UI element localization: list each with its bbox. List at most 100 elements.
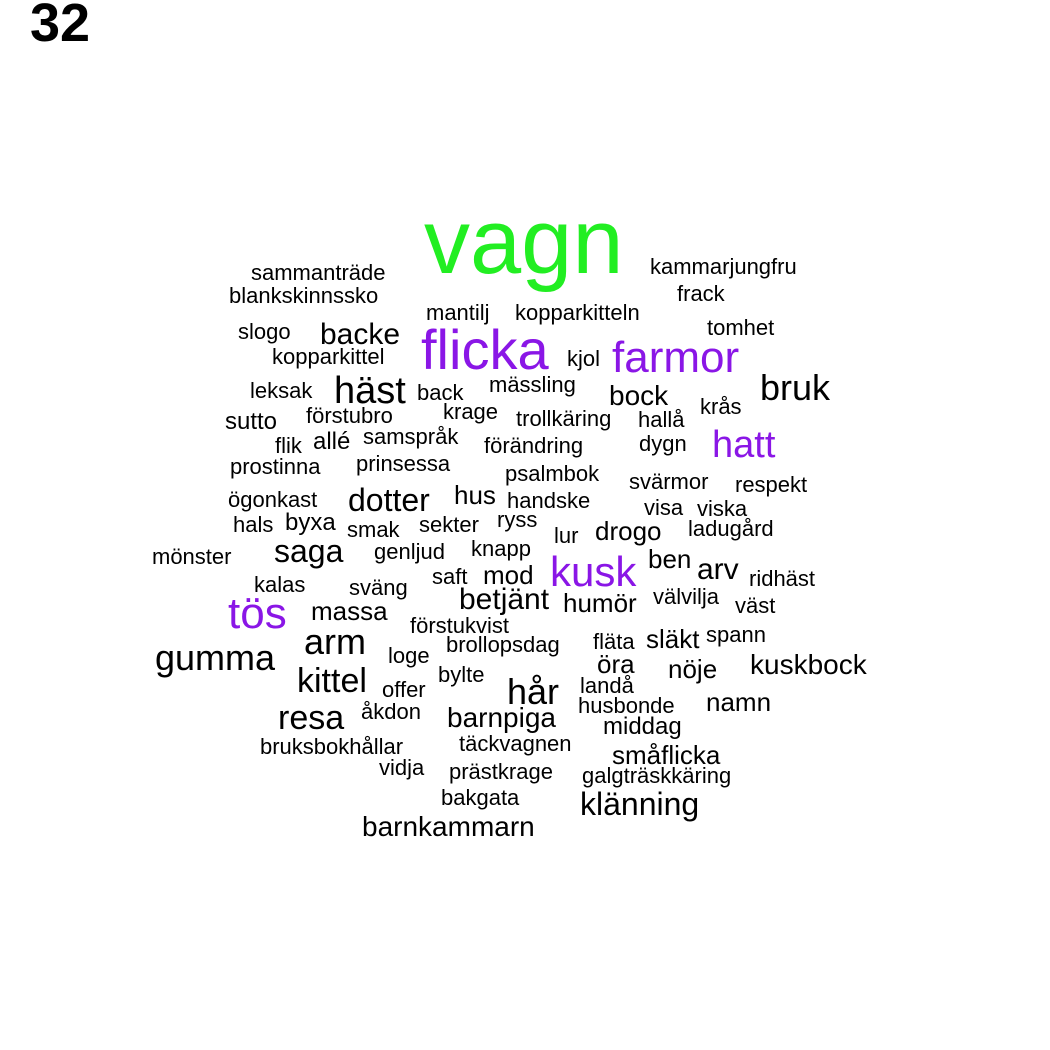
cloud-word: humör [563,588,637,618]
cloud-word: barnkammarn [362,811,535,842]
cloud-word: bruksbokhållar [260,734,404,759]
cloud-word: ladugård [688,516,774,541]
cloud-word: mässling [489,372,576,397]
cloud-word: ridhäst [749,566,816,591]
cloud-word: samspråk [363,424,459,449]
cloud-word: täckvagnen [459,731,572,756]
cloud-word: mod [483,560,534,590]
cloud-word: smak [347,517,400,542]
cloud-word: back [417,380,464,405]
cloud-word: prostinna [230,454,321,479]
cloud-word: viska [697,496,748,521]
cloud-word: småflicka [612,740,721,770]
cloud-word: sekter [419,512,479,537]
cloud-word: kopparkittel [272,344,385,369]
cloud-word: middag [603,713,682,740]
cloud-word: tomhet [707,315,775,340]
cloud-word: saga [274,533,344,569]
cloud-word: loge [388,643,430,668]
cloud-word: handske [507,488,591,513]
cloud-word: brollopsdag [446,632,560,657]
cloud-word: krås [700,394,742,419]
cloud-word: kusk [550,548,637,595]
cloud-word: massa [311,596,388,626]
cloud-word: slogo [238,319,291,344]
cloud-word: genljud [374,539,445,564]
cloud-word: häst [334,370,406,412]
cloud-word: trollkäring [516,406,612,431]
cloud-word: vidja [379,755,425,780]
cloud-word: prästkrage [449,759,553,784]
cloud-word: drogo [595,516,662,546]
cloud-word: åkdon [361,699,421,724]
cloud-word: sväng [349,575,408,600]
cloud-word: hatt [712,424,776,466]
cloud-word: kopparkitteln [515,300,640,325]
cloud-word: hus [454,480,496,510]
cloud-word: saft [432,564,468,589]
cloud-word: förstubro [306,403,393,428]
cloud-word: namn [706,687,772,717]
cloud-word: väst [735,593,776,618]
panel-number: 32 [30,0,91,53]
cloud-word: respekt [735,472,808,497]
cloud-word: resa [278,699,345,737]
cloud-word: prinsessa [356,451,451,476]
cloud-word: landå [580,673,634,698]
cloud-word: arv [697,553,739,586]
cloud-word: galgträskkäring [582,763,732,788]
cloud-word: bock [609,380,669,411]
cloud-word: mönster [152,544,232,569]
cloud-word: spann [706,622,766,647]
cloud-word: farmor [612,333,740,382]
cloud-word: kuskbock [750,649,867,680]
cloud-word: vagn [424,191,624,293]
cloud-word: förändring [484,433,584,458]
cloud-word: ben [648,544,692,574]
cloud-word: svärmor [629,469,709,494]
cloud-word: frack [677,281,725,306]
cloud-word: ögonkast [228,487,318,512]
cloud-word: visa [644,495,684,520]
cloud-word: öra [597,649,635,679]
cloud-word: offer [382,677,426,702]
cloud-word: hallå [638,407,685,432]
cloud-word: kalas [254,572,306,597]
cloud-word: dygn [639,431,687,456]
cloud-word: barnpiga [447,702,556,733]
cloud-word: knapp [471,536,531,561]
cloud-word: fläta [593,629,635,654]
cloud-word: ryss [497,507,538,532]
cloud-word: arm [304,621,366,662]
cloud-word: dotter [348,482,430,518]
cloud-word: backe [320,318,401,351]
cloud-word: tös [228,589,287,638]
cloud-word: hals [233,512,274,537]
cloud-word: kittel [297,662,367,700]
cloud-word: betjänt [459,583,550,616]
cloud-word: leksak [250,378,313,403]
cloud-word: krage [443,399,499,424]
cloud-word: bylte [438,662,485,687]
cloud-word: flicka [421,318,549,381]
cloud-word: nöje [668,654,718,684]
cloud-word: bakgata [441,785,520,810]
cloud-word: allé [313,428,351,455]
cloud-word: sutto [225,408,278,435]
cloud-word: klänning [580,786,700,822]
cloud-word: lur [554,523,579,548]
cloud-word: flik [275,433,302,458]
cloud-word: sammanträde [251,260,386,285]
cloud-word: gumma [155,637,276,678]
cloud-word: psalmbok [505,461,600,486]
cloud-word: kjol [567,346,601,371]
cloud-word: släkt [646,624,700,654]
cloud-word: välvilja [653,584,720,609]
cloud-word: byxa [285,509,336,536]
cloud-word: mantilj [426,300,490,325]
cloud-word: förstukvist [410,613,510,638]
cloud-word: kammarjungfru [650,254,797,279]
cloud-word: blankskinnssko [229,283,379,308]
cloud-word: bruk [760,367,831,408]
